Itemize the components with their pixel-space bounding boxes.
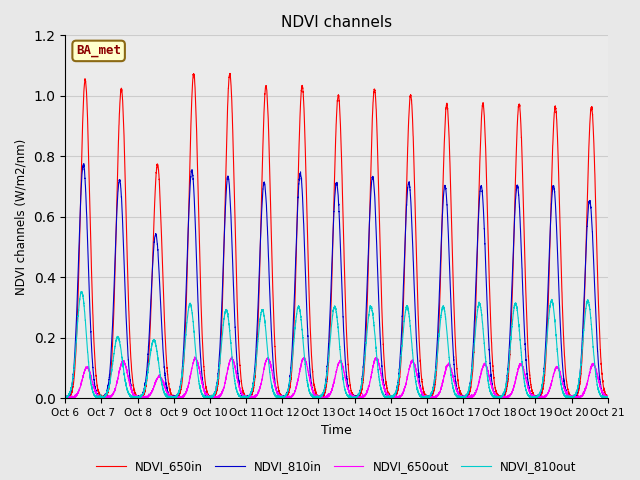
- NDVI_650in: [61, 394, 69, 400]
- NDVI_650out: [61, 393, 69, 399]
- NDVI_650in: [177, 384, 185, 390]
- NDVI_650in: [412, 214, 419, 219]
- NDVI_810out: [602, 395, 610, 400]
- Line: NDVI_650out: NDVI_650out: [65, 357, 608, 398]
- NDVI_650out: [228, 354, 236, 360]
- NDVI_810out: [488, 393, 496, 399]
- NDVI_810out: [412, 376, 419, 382]
- NDVI_810in: [172, 394, 180, 400]
- NDVI_650in: [62, 396, 70, 401]
- NDVI_810in: [488, 383, 496, 388]
- NDVI_650out: [63, 396, 71, 401]
- NDVI_810out: [604, 395, 612, 400]
- NDVI_650out: [602, 393, 610, 399]
- NDVI_650out: [412, 364, 419, 370]
- NDVI_810out: [264, 356, 272, 362]
- NDVI_650in: [264, 123, 272, 129]
- NDVI_650out: [488, 386, 496, 392]
- NDVI_810in: [178, 375, 186, 381]
- Line: NDVI_810out: NDVI_810out: [65, 291, 608, 398]
- Y-axis label: NDVI channels (W/m2/nm): NDVI channels (W/m2/nm): [15, 139, 28, 295]
- NDVI_810in: [61, 395, 69, 401]
- X-axis label: Time: Time: [321, 424, 352, 437]
- NDVI_650in: [488, 357, 496, 362]
- NDVI_810in: [134, 395, 141, 401]
- NDVI_650in: [226, 71, 234, 76]
- NDVI_810in: [80, 161, 88, 167]
- NDVI_650in: [172, 395, 179, 401]
- NDVI_810in: [602, 395, 610, 401]
- NDVI_810in: [264, 254, 272, 260]
- NDVI_810out: [61, 395, 69, 401]
- NDVI_650out: [172, 395, 179, 401]
- NDVI_650in: [604, 395, 612, 400]
- NDVI_810out: [78, 288, 86, 294]
- NDVI_810in: [604, 395, 612, 401]
- NDVI_810in: [412, 313, 419, 319]
- NDVI_810out: [177, 377, 185, 383]
- Line: NDVI_650in: NDVI_650in: [65, 73, 608, 398]
- NDVI_650out: [604, 393, 612, 399]
- NDVI_650out: [177, 395, 185, 401]
- Title: NDVI channels: NDVI channels: [281, 15, 392, 30]
- Legend: NDVI_650in, NDVI_810in, NDVI_650out, NDVI_810out: NDVI_650in, NDVI_810in, NDVI_650out, NDV…: [92, 455, 581, 478]
- NDVI_650out: [264, 355, 272, 361]
- NDVI_650in: [602, 393, 610, 398]
- NDVI_810out: [172, 395, 179, 400]
- Text: BA_met: BA_met: [76, 45, 121, 58]
- NDVI_810out: [603, 396, 611, 401]
- Line: NDVI_810in: NDVI_810in: [65, 164, 608, 398]
